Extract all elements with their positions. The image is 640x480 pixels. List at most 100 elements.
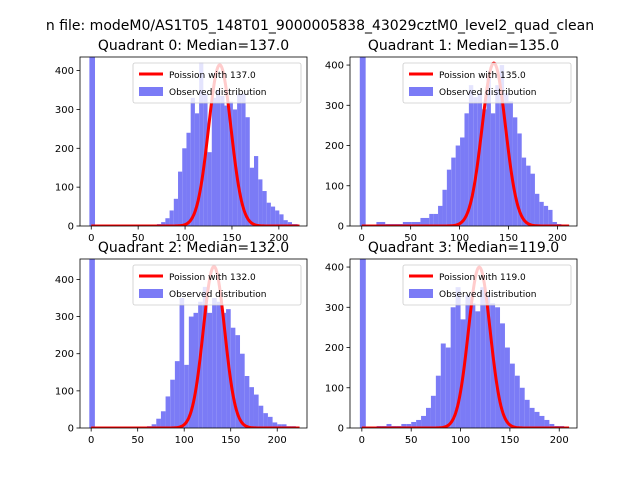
legend-box: [132, 62, 302, 104]
y-tick-label: 200: [55, 349, 74, 360]
histogram-bar: [438, 205, 443, 226]
legend-fit-label: Poission with 137.0: [169, 71, 256, 81]
x-tick-label: 0: [359, 435, 365, 446]
histogram-bar: [464, 113, 469, 226]
histogram-bar: [386, 423, 392, 428]
y-tick-label: 0: [68, 424, 74, 435]
histogram-bar: [529, 407, 535, 428]
histogram-bar: [254, 156, 259, 226]
histogram-bar: [539, 415, 545, 428]
histogram-bar: [267, 416, 273, 428]
histogram-bar: [161, 222, 166, 226]
y-tick-label: 100: [325, 181, 344, 192]
histogram-bar: [249, 387, 254, 428]
y-tick-label: 100: [55, 183, 74, 194]
y-tick-label: 300: [325, 101, 344, 112]
histogram-bar: [235, 335, 241, 428]
x-tick-label: 150: [500, 435, 519, 446]
histogram-bar: [512, 117, 518, 226]
legend-observed-label: Observed distribution: [439, 290, 536, 300]
histogram-bar: [258, 179, 263, 226]
histogram-bar: [544, 419, 550, 428]
histogram-bar: [524, 399, 530, 428]
histogram-bar: [156, 418, 161, 428]
histogram-bar: [470, 303, 476, 428]
histogram-bar: [253, 394, 259, 428]
quadrant-3-subplot: 0 50 100 150 200 0 100 200 300 400 Poission with 1…: [325, 240, 578, 446]
subplot-title: Quadrant 1: Median=135.0: [368, 38, 559, 54]
histogram-bar: [451, 157, 456, 226]
histogram-bar: [263, 413, 268, 428]
axes-frame: [349, 56, 578, 227]
histogram-bar: [416, 419, 422, 428]
histogram-bar: [475, 311, 481, 428]
histogram-bar: [490, 113, 496, 226]
legend-fit-label: Poission with 132.0: [169, 273, 256, 283]
histogram-bar: [249, 167, 255, 226]
histogram-bar: [216, 90, 221, 226]
histogram-bar: [216, 301, 222, 428]
plot-area: [89, 259, 301, 428]
histogram-bar: [504, 93, 509, 226]
histogram-bar: [526, 165, 531, 226]
histogram-bar: [270, 206, 276, 226]
figure-suptitle: n file: modeM0/AS1T05_148T01_9000005838_…: [46, 18, 594, 34]
histogram-bar: [194, 113, 200, 226]
legend-observed-swatch: [409, 289, 433, 298]
histogram-bar: [450, 307, 456, 428]
y-tick-label: 100: [55, 386, 74, 397]
histogram-bar: [275, 210, 280, 226]
histogram-bar: [406, 423, 412, 428]
histogram-bar: [402, 221, 412, 226]
histogram-bar: [499, 65, 505, 226]
x-tick-label: 200: [550, 435, 569, 446]
histogram-bar: [220, 95, 225, 226]
histogram-bar: [207, 312, 213, 428]
histogram-bar: [411, 221, 421, 226]
axes-frame: [79, 56, 308, 227]
y-tick-label: 200: [325, 343, 344, 354]
histogram-bar: [490, 303, 496, 428]
subplot-title: Quadrant 3: Median=119.0: [368, 240, 559, 256]
legend-box: [402, 264, 572, 306]
legend-observed-swatch: [139, 289, 163, 298]
histogram-bar: [170, 379, 175, 428]
plot-area: [359, 259, 570, 428]
y-tick-label: 400: [325, 61, 344, 72]
x-tick-label: 50: [132, 233, 145, 244]
y-tick-label: 300: [55, 312, 74, 323]
x-tick-label: 100: [451, 435, 470, 446]
histogram-bar: [376, 221, 386, 226]
histogram-bar: [258, 405, 264, 428]
histogram-bar: [429, 213, 434, 226]
histogram-bar: [543, 205, 549, 226]
subplot-title: Quadrant 0: Median=137.0: [98, 38, 289, 54]
histogram-bar: [262, 191, 267, 226]
histogram-bar: [509, 363, 515, 428]
histogram-bar: [245, 117, 250, 226]
x-tick-label: 0: [88, 233, 94, 244]
x-tick-label: 100: [175, 435, 194, 446]
y-tick-label: 0: [68, 222, 74, 233]
histogram-bar: [89, 259, 95, 428]
histogram-bar: [521, 157, 527, 226]
histogram-bar: [179, 298, 185, 428]
histogram-bar: [485, 295, 491, 428]
axes-frame: [349, 258, 578, 429]
histogram-bar: [237, 93, 242, 226]
histogram-bar: [480, 287, 486, 428]
histogram-bar: [359, 259, 366, 428]
histogram-bar: [446, 169, 452, 226]
x-tick-label: 200: [268, 435, 287, 446]
histogram-bar: [281, 424, 287, 428]
histogram-bar: [430, 395, 436, 428]
x-tick-label: 50: [404, 233, 417, 244]
histogram-bar: [174, 361, 180, 428]
histogram-bar: [495, 85, 500, 226]
quadrant-2-subplot: 0 50 100 150 200 0 100 200 300 400 Poission with 1…: [55, 240, 308, 446]
histogram-bar: [173, 198, 179, 226]
histogram-bar: [445, 347, 451, 428]
x-tick-label: 0: [359, 233, 365, 244]
x-tick-label: 150: [499, 233, 518, 244]
